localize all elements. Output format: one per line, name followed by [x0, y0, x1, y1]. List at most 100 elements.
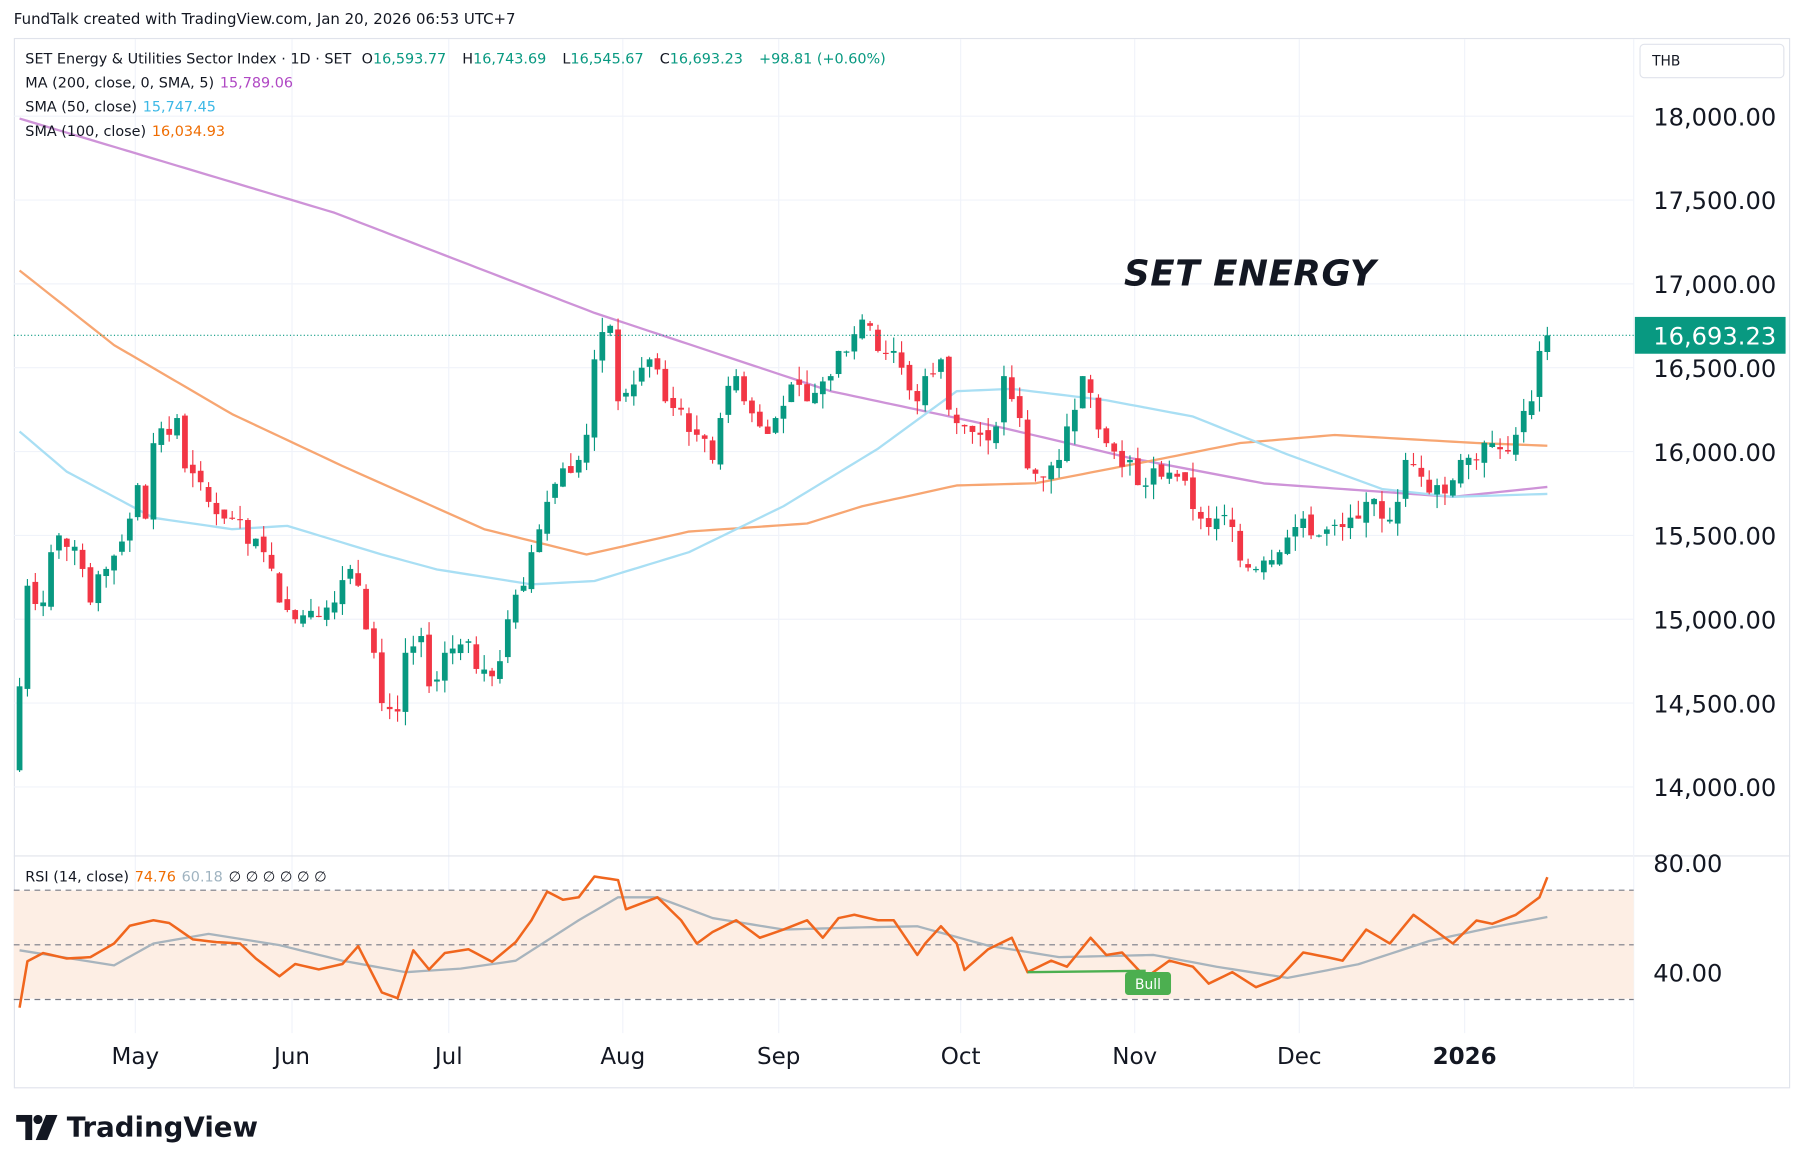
candle-body [1111, 443, 1118, 452]
candle-body [701, 435, 708, 439]
candle-body [1292, 527, 1299, 537]
candle-body [1426, 479, 1433, 493]
candle-body [1040, 476, 1047, 478]
candle-body [363, 588, 369, 630]
candle-body [276, 573, 283, 603]
candle-body [1150, 468, 1157, 485]
currency-selector[interactable]: THB [1639, 43, 1785, 79]
candle-body [402, 652, 409, 712]
candle-body [103, 568, 110, 577]
low-value: 16,545.67 [570, 49, 644, 67]
candle-body [741, 376, 747, 402]
candle-body [79, 549, 86, 569]
candle-body [95, 574, 102, 604]
candle-body [528, 552, 535, 590]
candle-body [749, 400, 755, 414]
candle-body [938, 359, 944, 372]
candle-body [804, 384, 810, 402]
ma200-legend[interactable]: MA (200, close, 0, SMA, 5) 15,789.06 [25, 73, 294, 91]
candle-body [331, 602, 338, 613]
candle-body [780, 405, 787, 419]
candle-body [339, 580, 346, 605]
candle-body [1339, 524, 1346, 528]
candle-body [434, 679, 440, 682]
candle-body [48, 552, 54, 607]
candle-body [1134, 458, 1141, 486]
candle-body [166, 428, 173, 435]
candle-body [961, 424, 968, 427]
price-tick-label: 16,000.00 [1653, 439, 1776, 467]
candle-body [1119, 450, 1125, 467]
candle-body [1032, 469, 1039, 474]
candle-body [1158, 464, 1165, 477]
candle-body [764, 426, 771, 434]
candle-body [1347, 517, 1354, 529]
candle-body [646, 359, 653, 367]
candle-body [111, 555, 117, 571]
candle-body [1048, 465, 1055, 480]
last-price-badge [1634, 316, 1786, 354]
candle-body [119, 541, 125, 552]
candle-body [875, 329, 881, 351]
candle-body [615, 329, 621, 402]
price-tick-label: 15,500.00 [1653, 523, 1776, 551]
candle-body [465, 641, 472, 643]
change-value: +98.81 (+0.60%) [759, 49, 886, 67]
candle-body [512, 594, 519, 623]
candle-body [812, 392, 818, 404]
candle-body [1465, 457, 1472, 465]
candle-body [71, 546, 78, 551]
candle-body [1434, 485, 1440, 495]
tradingview-logo[interactable]: TradingView [16, 1111, 258, 1144]
time-tick-label: Oct [941, 1044, 981, 1070]
candle-body [268, 554, 275, 569]
candle-body [1166, 472, 1173, 479]
candle-body [575, 459, 582, 473]
rsi-tick-label: 80.00 [1653, 850, 1722, 878]
candle-body [520, 585, 527, 591]
candle-body [449, 648, 456, 654]
candle-body [693, 429, 700, 435]
price-tick-label: 16,500.00 [1653, 355, 1776, 383]
candle-body [1056, 459, 1062, 469]
time-tick-label: Sep [757, 1044, 800, 1070]
candle-body [292, 610, 299, 620]
time-tick-label: Jul [433, 1044, 463, 1070]
candle-body [843, 351, 850, 353]
candle-body [245, 520, 251, 544]
candle-body [1316, 535, 1322, 537]
candle-body [1071, 409, 1078, 432]
candle-body [560, 468, 566, 487]
sma100-legend[interactable]: SMA (100, close) 16,034.93 [25, 121, 226, 140]
candle-body [16, 686, 23, 771]
candle-body [890, 350, 897, 353]
ma200-line [19, 117, 1548, 498]
candle-body [930, 373, 936, 375]
price-tick-label: 14,000.00 [1653, 774, 1776, 802]
candle-body [426, 634, 432, 687]
open-value: 16,593.77 [372, 49, 447, 67]
candle-body [827, 376, 834, 381]
candle-body [670, 397, 677, 409]
candle-body [229, 517, 236, 519]
candle-body [1308, 514, 1314, 536]
sma50-legend[interactable]: SMA (50, close) 15,747.45 [25, 97, 216, 116]
rsi-value: 74.76 [134, 867, 176, 885]
sma50-line [18, 387, 1548, 586]
symbol-name: SET Energy & Utilities Sector Index · 1D… [25, 49, 352, 67]
candle-body [772, 418, 779, 433]
ma200-value: 15,789.06 [219, 73, 294, 91]
candle-body [922, 376, 929, 406]
rsi-legend[interactable]: RSI (14, close) 74.76 60.18 ∅ ∅ ∅ ∅ ∅ ∅ [25, 867, 327, 885]
sma100-line [18, 269, 1548, 556]
price-tick-label: 17,500.00 [1653, 187, 1776, 215]
candle-body [87, 567, 94, 603]
candle-body [205, 487, 212, 502]
price-tick-label: 14,500.00 [1653, 690, 1776, 718]
candle-body [441, 652, 448, 681]
candle-body [260, 536, 267, 553]
candle-body [308, 610, 314, 618]
candle-body [378, 652, 385, 704]
time-tick-label: Aug [600, 1044, 645, 1070]
